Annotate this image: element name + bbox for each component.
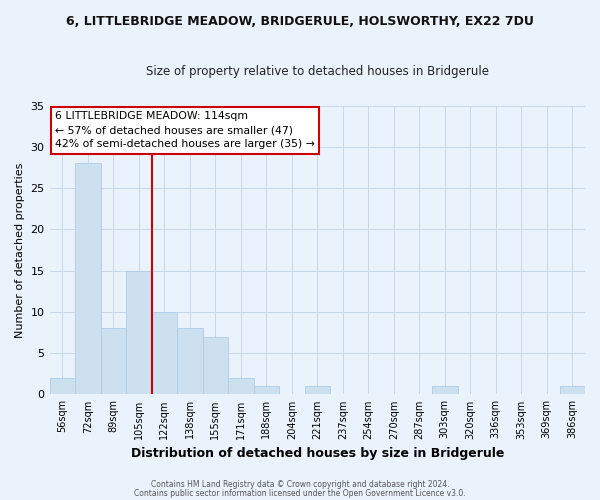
Title: Size of property relative to detached houses in Bridgerule: Size of property relative to detached ho… — [146, 65, 489, 78]
Text: Contains HM Land Registry data © Crown copyright and database right 2024.: Contains HM Land Registry data © Crown c… — [151, 480, 449, 489]
Text: 6, LITTLEBRIDGE MEADOW, BRIDGERULE, HOLSWORTHY, EX22 7DU: 6, LITTLEBRIDGE MEADOW, BRIDGERULE, HOLS… — [66, 15, 534, 28]
X-axis label: Distribution of detached houses by size in Bridgerule: Distribution of detached houses by size … — [131, 447, 504, 460]
Bar — [560, 386, 585, 394]
Bar — [203, 336, 228, 394]
Bar — [254, 386, 279, 394]
Bar — [177, 328, 203, 394]
Bar — [228, 378, 254, 394]
Bar — [305, 386, 330, 394]
Bar — [126, 270, 152, 394]
Y-axis label: Number of detached properties: Number of detached properties — [15, 162, 25, 338]
Text: 6 LITTLEBRIDGE MEADOW: 114sqm
← 57% of detached houses are smaller (47)
42% of s: 6 LITTLEBRIDGE MEADOW: 114sqm ← 57% of d… — [55, 112, 315, 150]
Bar — [432, 386, 458, 394]
Bar — [101, 328, 126, 394]
Bar — [152, 312, 177, 394]
Bar — [75, 164, 101, 394]
Bar — [50, 378, 75, 394]
Text: Contains public sector information licensed under the Open Government Licence v3: Contains public sector information licen… — [134, 488, 466, 498]
